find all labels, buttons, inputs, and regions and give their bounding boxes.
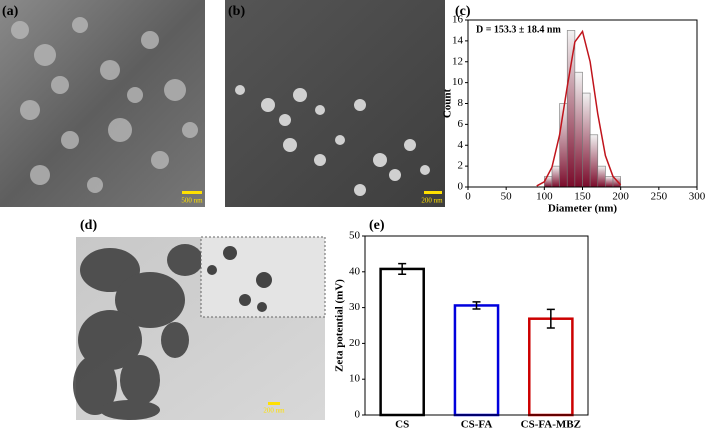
particles-b bbox=[235, 85, 430, 196]
tem-particles bbox=[73, 244, 203, 420]
histogram-bar bbox=[559, 103, 568, 188]
x-tick-label: 250 bbox=[651, 191, 668, 203]
x-tick-label: 200 bbox=[612, 191, 629, 203]
histogram-bar bbox=[566, 30, 576, 188]
fit-curve bbox=[536, 29, 622, 187]
x-tick-label: 100 bbox=[536, 191, 553, 203]
bar bbox=[453, 304, 500, 417]
error-bar bbox=[546, 308, 555, 329]
scale-bar bbox=[268, 402, 280, 405]
x-tick-label: 150 bbox=[574, 191, 591, 203]
panel-label: (b) bbox=[228, 4, 245, 19]
y-tick-label: 2 bbox=[458, 160, 464, 172]
y-tick-label: 14 bbox=[452, 34, 464, 46]
histogram-bar bbox=[574, 71, 583, 188]
y-tick-label: 12 bbox=[452, 55, 463, 67]
y-tick-label: 10 bbox=[452, 76, 464, 88]
y-tick-label: 6 bbox=[458, 118, 464, 130]
y-tick-label: 4 bbox=[458, 139, 464, 151]
histogram-bar bbox=[582, 92, 591, 188]
panel-label: (c) bbox=[455, 4, 471, 19]
x-tick-label: CS bbox=[395, 419, 409, 431]
y-tick-label: 0 bbox=[355, 409, 361, 421]
y-tick-label: 20 bbox=[349, 337, 361, 349]
y-tick-label: 10 bbox=[349, 373, 361, 385]
scale-text: 200 nm bbox=[421, 197, 443, 205]
x-tick-label: 0 bbox=[465, 191, 471, 203]
y-tick-label: 30 bbox=[349, 301, 361, 313]
sem-image-b bbox=[225, 0, 445, 207]
y-tick-label: 0 bbox=[458, 181, 464, 193]
error-bar bbox=[472, 301, 481, 310]
annotation: D = 153.3 ± 18.4 nm bbox=[476, 24, 561, 35]
scale-bar bbox=[182, 191, 202, 194]
panel-label: (a) bbox=[2, 4, 19, 19]
error-bar bbox=[398, 262, 407, 276]
x-tick-label: 300 bbox=[689, 191, 706, 203]
bar bbox=[528, 317, 574, 417]
x-tick-label: CS-FA-MBZ bbox=[521, 419, 581, 431]
panel-label: (e) bbox=[369, 218, 385, 233]
y-tick-label: 16 bbox=[452, 14, 464, 26]
y-axis-label: Count bbox=[442, 88, 454, 118]
x-tick-label: 50 bbox=[501, 191, 513, 203]
y-tick-label: 40 bbox=[349, 265, 361, 277]
histogram-bar bbox=[597, 165, 606, 188]
y-tick-label: 50 bbox=[349, 230, 361, 242]
scale-text: 200 nm bbox=[263, 407, 285, 415]
particles-a bbox=[11, 17, 198, 193]
panel-label: (d) bbox=[80, 218, 97, 233]
plot-frame bbox=[364, 235, 589, 416]
x-axis-label: Diameter (nm) bbox=[548, 203, 617, 215]
bar bbox=[379, 267, 425, 417]
histogram-bar bbox=[589, 134, 599, 188]
y-axis-label: Zeta potential (mV) bbox=[334, 279, 346, 372]
inset-particles bbox=[207, 246, 272, 312]
x-tick-label: CS-FA bbox=[461, 419, 493, 431]
y-tick-label: 8 bbox=[458, 97, 464, 109]
histogram-bar bbox=[605, 176, 614, 188]
scale-text: 500 nm bbox=[181, 197, 203, 205]
histogram-bar bbox=[551, 165, 560, 188]
scale-bar bbox=[424, 191, 442, 194]
